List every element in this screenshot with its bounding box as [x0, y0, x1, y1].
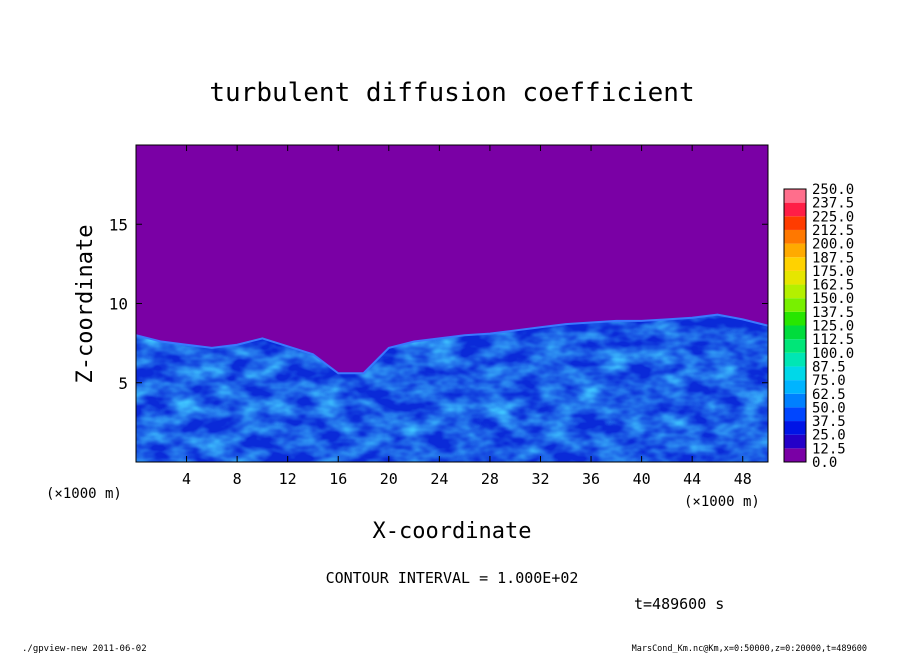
colorbar-level-label: 75.0: [812, 373, 846, 389]
colorbar-level-label: 150.0: [812, 291, 854, 307]
footer-left: ./gpview-new 2011-06-02: [22, 644, 147, 654]
plot-area: [135, 144, 769, 463]
colorbar-swatch: [784, 421, 806, 435]
colorbar-swatch: [784, 311, 806, 326]
colorbar-swatch: [784, 407, 806, 422]
colorbar-swatch: [784, 216, 806, 230]
x-tick-label: 20: [380, 470, 398, 488]
colorbar-level-label: 25.0: [812, 428, 846, 444]
colorbar-swatch: [784, 366, 806, 381]
colorbar-swatch: [784, 448, 806, 462]
colorbar-level-label: 0.0: [812, 455, 837, 471]
x-tick-label: 12: [279, 470, 297, 488]
colorbar-level-label: 87.5: [812, 359, 846, 375]
y-tick-label: 5: [118, 374, 128, 393]
x-tick-label: 36: [582, 470, 600, 488]
contour-interval: CONTOUR INTERVAL = 1.000E+02: [326, 569, 579, 587]
colorbar-swatch: [784, 325, 806, 340]
x-tick-label: 16: [329, 470, 347, 488]
colorbar-level-label: 250.0: [812, 182, 854, 198]
colorbar-swatch: [784, 189, 806, 203]
x-tick-label: 4: [182, 470, 191, 488]
colorbar-level-label: 162.5: [812, 278, 854, 294]
x-tick-label: 8: [233, 470, 242, 488]
colorbar-level-label: 37.5: [812, 414, 846, 430]
y-tick-label: 10: [109, 295, 128, 314]
y-tick-label: 15: [109, 215, 128, 234]
x-tick-label: 24: [430, 470, 448, 488]
x-axis-label: X-coordinate: [373, 519, 532, 544]
colorbar-swatch: [784, 229, 806, 244]
y-axis-label: Z-coordinate: [73, 225, 98, 384]
colorbar: 0.012.525.037.550.062.575.087.5100.0112.…: [783, 182, 854, 471]
colorbar-level-label: 187.5: [812, 250, 854, 266]
x-axis-ticks: 4 8 12 16 20 24 28 32 36 40 44 48: [182, 145, 752, 488]
colorbar-swatch: [784, 380, 806, 394]
colorbar-level-label: 212.5: [812, 223, 854, 239]
colorbar-level-label: 112.5: [812, 332, 854, 348]
x-unit-left: (×1000 m): [46, 486, 122, 502]
colorbar-swatch: [784, 298, 806, 312]
colorbar-level-label: 175.0: [812, 264, 854, 280]
colorbar-level-label: 237.5: [812, 196, 854, 212]
time-label: t=489600 s: [634, 595, 724, 613]
colorbar-level-label: 50.0: [812, 400, 846, 416]
colorbar-level-label: 125.0: [812, 319, 854, 335]
chart-title: turbulent diffusion coefficient: [209, 78, 694, 108]
colorbar-swatch: [784, 243, 806, 258]
colorbar-level-label: 12.5: [812, 441, 846, 457]
colorbar-swatch: [784, 257, 806, 271]
colorbar-level-label: 62.5: [812, 387, 846, 403]
colorbar-swatch: [784, 339, 806, 353]
y-axis-ticks: 5 10 15: [109, 215, 768, 393]
colorbar-swatch: [784, 270, 806, 285]
colorbar-level-label: 225.0: [812, 209, 854, 225]
colorbar-level-label: 137.5: [812, 305, 854, 321]
x-tick-label: 32: [531, 470, 549, 488]
x-tick-label: 28: [481, 470, 499, 488]
colorbar-swatch: [784, 284, 806, 299]
colorbar-swatch: [784, 352, 806, 367]
colorbar-swatch: [784, 393, 806, 408]
x-unit-right: (×1000 m): [684, 494, 760, 510]
colorbar-swatch: [784, 202, 806, 217]
x-tick-label: 44: [683, 470, 701, 488]
x-tick-label: 40: [633, 470, 651, 488]
colorbar-swatch: [784, 434, 806, 449]
x-tick-label: 48: [734, 470, 752, 488]
colorbar-level-label: 100.0: [812, 346, 854, 362]
footer-right: MarsCond_Km.nc@Km,x=0:50000,z=0:20000,t=…: [632, 644, 867, 654]
colorbar-frame: [783, 188, 807, 463]
boundary-layer-top-line: [136, 313, 768, 375]
colorbar-level-label: 200.0: [812, 237, 854, 253]
